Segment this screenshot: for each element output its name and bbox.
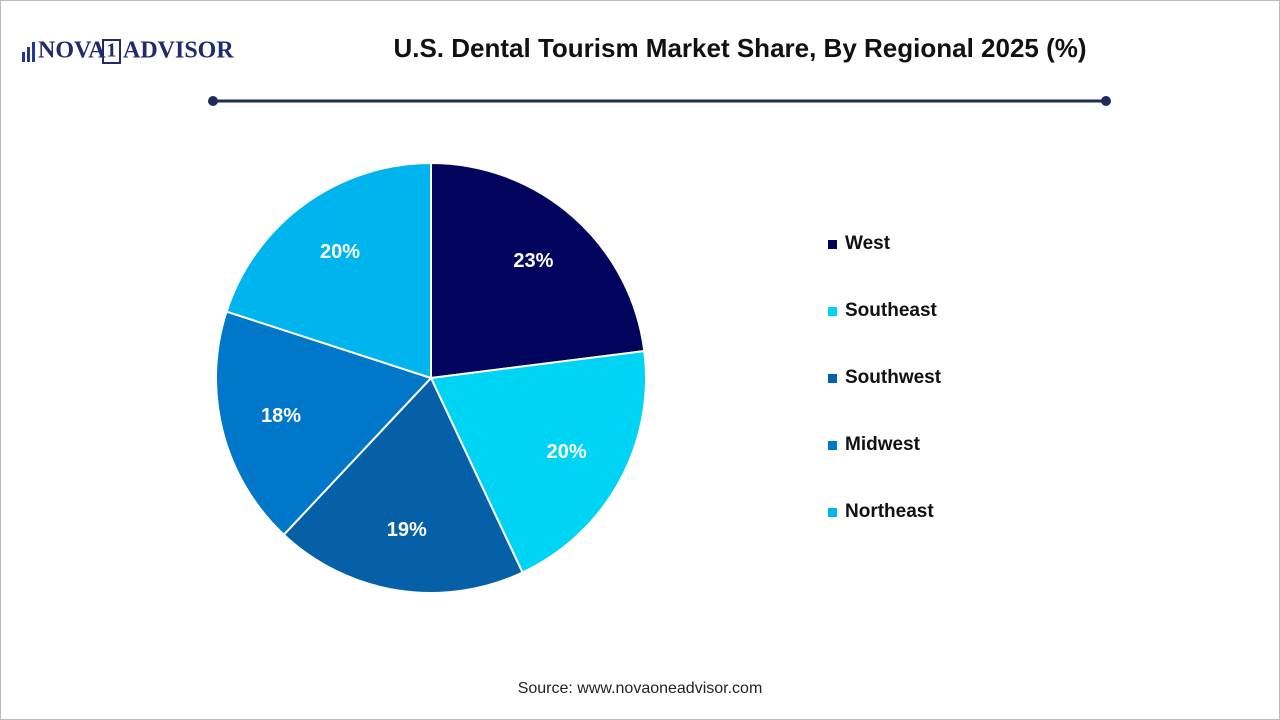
logo-box xyxy=(102,39,121,64)
legend-swatch xyxy=(828,374,837,383)
legend: West Southeast Southwest Midwest Northeast xyxy=(828,233,942,522)
pie-slice xyxy=(429,349,647,574)
logo-icon xyxy=(22,52,25,62)
chart-title: U.S. Dental Tourism Market Share, By Reg… xyxy=(393,33,1086,63)
source: Source: www.novaoneadvisor.com xyxy=(518,680,763,697)
legend-label: Southeast xyxy=(845,300,938,321)
data-label: 20% xyxy=(547,441,587,463)
data-label: 18% xyxy=(261,405,301,427)
pie-slice xyxy=(215,310,433,537)
data-label: 19% xyxy=(387,519,427,541)
title-rule-dot xyxy=(1101,96,1111,106)
pie: 23% 20% 19% 18% 20% xyxy=(215,161,647,594)
legend-swatch xyxy=(828,240,837,249)
pie-slice xyxy=(282,376,524,594)
legend-label: Northeast xyxy=(845,501,934,522)
legend-label: Southwest xyxy=(845,367,942,388)
data-label: 23% xyxy=(513,250,553,272)
legend-swatch xyxy=(828,508,837,517)
pie-slice xyxy=(430,161,646,380)
legend-label: West xyxy=(845,233,891,254)
data-label: 20% xyxy=(320,241,360,263)
logo-text: NOVA xyxy=(38,38,106,64)
logo-text: ADVISOR xyxy=(123,38,234,64)
legend-swatch xyxy=(828,307,837,316)
pie-slice xyxy=(225,161,432,380)
logo-text: 1 xyxy=(107,40,117,62)
legend-swatch xyxy=(828,441,837,450)
logo-icon xyxy=(27,47,30,62)
logo-icon xyxy=(32,42,35,62)
logo: NOVA 1 ADVISOR xyxy=(22,38,234,64)
legend-label: Midwest xyxy=(845,434,921,455)
title-rule-dot xyxy=(208,96,218,106)
